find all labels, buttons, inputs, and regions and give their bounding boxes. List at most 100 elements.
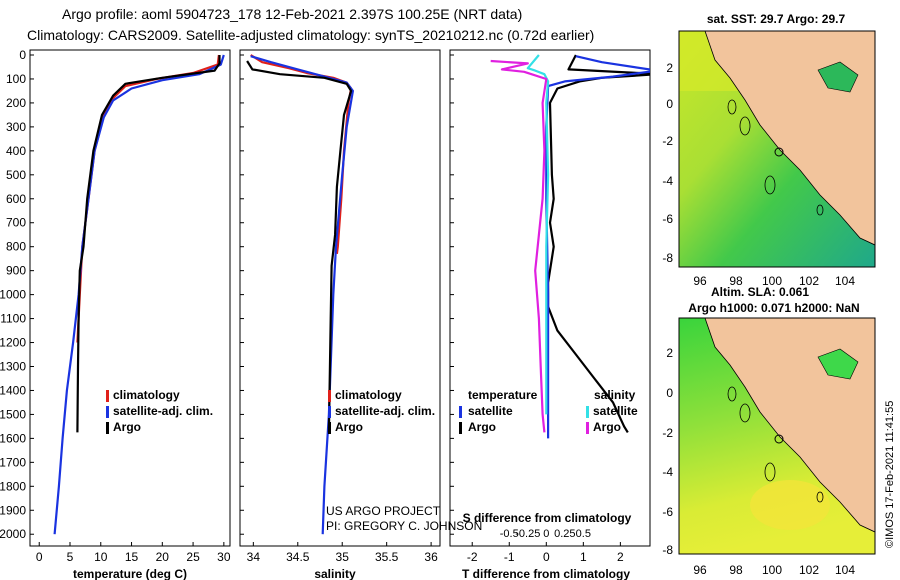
map2-strait bbox=[817, 348, 859, 380]
legend-swatch-climatology bbox=[106, 390, 109, 402]
map1-axes: 96 98 100 102 104 2 0 -2 -4 -6 -8 bbox=[662, 61, 855, 288]
x-tick-label: 25 bbox=[186, 550, 200, 564]
series-line-salinity-argo bbox=[490, 59, 548, 433]
map1-lat-tick: 2 bbox=[666, 61, 673, 75]
map1-lat-tick: -2 bbox=[662, 134, 673, 148]
salinity-legend: climatology satellite-adj. clim. Argo bbox=[328, 388, 435, 434]
legend-label-climatology: climatology bbox=[113, 388, 180, 402]
difference-xlabel: T difference from climatology bbox=[462, 567, 630, 580]
series-line-satellite-adj-clim- bbox=[53, 54, 225, 535]
map2-axes: 96 98 100 102 104 2 0 -2 -4 -6 -8 bbox=[662, 346, 855, 577]
legend-swatch-s-argo bbox=[586, 422, 589, 434]
difference-top-xlabel: S difference from climatology bbox=[463, 511, 632, 525]
map2-lat-tick: -8 bbox=[662, 543, 673, 557]
x-tick-label: 0 bbox=[36, 550, 43, 564]
map2-subtitle: Argo h1000: 0.071 h2000: NaN bbox=[688, 301, 859, 315]
lines-layer bbox=[53, 54, 650, 535]
map1-lon-tick: 98 bbox=[729, 274, 743, 288]
x-tick-label: 5 bbox=[67, 550, 74, 564]
x-tick-label: 34.5 bbox=[286, 550, 310, 564]
depth-tick-label: 1800 bbox=[0, 479, 26, 493]
depth-tick-label: 1400 bbox=[0, 383, 26, 397]
map2-frame bbox=[678, 317, 876, 555]
depth-tick-label: 600 bbox=[6, 192, 26, 206]
x-tick-label: 36 bbox=[424, 550, 438, 564]
series-line-satellite-adj-clim- bbox=[250, 55, 354, 535]
map1-lon-tick: 104 bbox=[835, 274, 855, 288]
legend-swatch-t-satellite bbox=[459, 406, 462, 418]
legend-swatch-satellite bbox=[106, 406, 109, 418]
depth-tick-label: 900 bbox=[6, 264, 26, 278]
legend-label-argo: Argo bbox=[113, 420, 141, 434]
map2-lon-tick: 98 bbox=[729, 563, 743, 577]
map1-island bbox=[764, 175, 776, 195]
x-tick-label: 30 bbox=[217, 550, 231, 564]
map2-island bbox=[764, 462, 776, 482]
legend-swatch-t-argo bbox=[459, 422, 462, 434]
series-line-salinity-satellite bbox=[526, 54, 550, 415]
map1-island bbox=[816, 204, 824, 216]
depth-tick-label: 2000 bbox=[0, 527, 26, 541]
map2-island bbox=[727, 386, 737, 402]
map2-title: Altim. SLA: 0.061 bbox=[711, 285, 809, 299]
x-tick-label: 20 bbox=[156, 550, 170, 564]
top-x-tick-label: 0.5 bbox=[576, 528, 591, 540]
depth-tick-label: 200 bbox=[6, 96, 26, 110]
map2-island bbox=[816, 491, 824, 503]
imos-stamp: ©IMOS 17-Feb-2021 11:41:55 bbox=[884, 401, 896, 548]
legend-label-satellite: satellite-adj. clim. bbox=[335, 404, 435, 418]
legend-label-s-satellite: satellite bbox=[593, 404, 638, 418]
map1-lon-tick: 102 bbox=[799, 274, 819, 288]
header-line-2: Climatology: CARS2009. Satellite-adjuste… bbox=[27, 27, 594, 43]
x-tick-label: 15 bbox=[125, 550, 139, 564]
depth-tick-label: 500 bbox=[6, 168, 26, 182]
map1-lat-tick: 0 bbox=[666, 97, 673, 111]
top-x-tick-label: 0 bbox=[543, 528, 549, 540]
map1-lat-tick: -8 bbox=[662, 251, 673, 265]
depth-tick-label: 700 bbox=[6, 216, 26, 230]
legend-swatch-climatology bbox=[328, 390, 331, 402]
map2-lat-tick: -6 bbox=[662, 505, 673, 519]
legend-title-salinity: salinity bbox=[594, 388, 636, 402]
map1-lon-tick: 96 bbox=[693, 274, 707, 288]
depth-tick-label: 1500 bbox=[0, 407, 26, 421]
series-line-argo bbox=[246, 60, 353, 433]
x-tick-label: 35 bbox=[336, 550, 350, 564]
map2-argo-marker bbox=[774, 434, 784, 444]
map1-argo-marker bbox=[774, 147, 784, 157]
map2-high-anomaly bbox=[750, 480, 830, 530]
depth-tick-label: 300 bbox=[6, 120, 26, 134]
salinity-panel-frame bbox=[239, 49, 441, 547]
map2-lon-tick: 102 bbox=[799, 563, 819, 577]
salinity-xlabel: salinity bbox=[314, 567, 356, 580]
series-line-climatology bbox=[76, 54, 220, 343]
map1-frame bbox=[678, 30, 876, 268]
map2-lat-tick: 2 bbox=[666, 346, 673, 360]
header-line-1: Argo profile: aoml 5904723_178 12-Feb-20… bbox=[62, 6, 522, 22]
credit-line-2: PI: GREGORY C. JOHNSON bbox=[326, 519, 482, 533]
temperature-xlabel: temperature (deg C) bbox=[73, 567, 187, 580]
map2-lon-tick: 100 bbox=[762, 563, 782, 577]
credit-line-1: US ARGO PROJECT bbox=[326, 504, 441, 518]
map1-lat-tick: -6 bbox=[662, 212, 673, 226]
x-tick-label: 1 bbox=[580, 550, 587, 564]
map2-lon-tick: 104 bbox=[835, 563, 855, 577]
depth-tick-label: 1600 bbox=[0, 431, 26, 445]
map1-lon-tick: 100 bbox=[762, 274, 782, 288]
depth-tick-label: 1200 bbox=[0, 336, 26, 350]
legend-label-t-argo: Argo bbox=[468, 420, 496, 434]
legend-title-temperature: temperature bbox=[468, 388, 538, 402]
x-tick-label: 34 bbox=[247, 550, 261, 564]
series-line-temperature-argo bbox=[546, 54, 650, 433]
x-tick-label: 35.5 bbox=[375, 550, 399, 564]
top-x-tick-label: 0.25 bbox=[554, 528, 575, 540]
map2-lon-tick: 96 bbox=[693, 563, 707, 577]
temperature-panel-frame bbox=[29, 49, 231, 547]
depth-tick-label: 1100 bbox=[0, 312, 26, 326]
depth-tick-label: 1000 bbox=[0, 288, 26, 302]
legend-label-satellite: satellite-adj. clim. bbox=[113, 404, 213, 418]
depth-tick-label: 1900 bbox=[0, 503, 26, 517]
map2-lat-tick: -4 bbox=[662, 465, 673, 479]
legend-swatch-satellite bbox=[328, 406, 331, 418]
depth-tick-label: 1300 bbox=[0, 359, 26, 373]
